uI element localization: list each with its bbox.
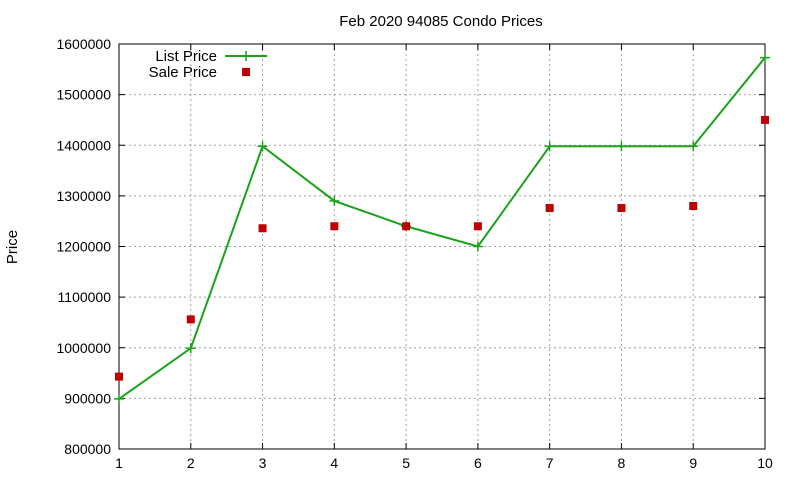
y-tick-label: 1400000 — [56, 137, 111, 153]
x-tick-label: 2 — [187, 455, 195, 471]
sale-price-point — [115, 372, 123, 381]
list-price-point — [257, 141, 268, 152]
sale-price-point — [186, 315, 195, 324]
list-price-point — [472, 241, 483, 252]
y-tick-label: 1300000 — [56, 188, 111, 204]
sale-price-point — [330, 222, 339, 231]
y-tick-label: 1000000 — [56, 340, 111, 356]
y-tick-label: 1100000 — [58, 289, 112, 305]
x-tick-label: 8 — [618, 455, 626, 471]
sale-price-point — [617, 204, 626, 213]
y-axis-label: Price — [4, 230, 21, 264]
sale-price-point — [473, 222, 482, 231]
list-price-point — [544, 141, 555, 152]
x-tick-label: 5 — [402, 455, 410, 471]
chart-title: Feb 2020 94085 Condo Prices — [339, 13, 542, 30]
y-tick-label: 1600000 — [56, 36, 111, 52]
list-price-point — [616, 141, 627, 152]
axes: 800000 900000 1000000 1100000 1200000 1300000… — [56, 36, 773, 471]
y-tick-label: 900000 — [64, 390, 111, 406]
x-tick-label: 6 — [474, 455, 482, 471]
list-price-point — [329, 195, 340, 206]
legend-swatch-marker — [241, 51, 251, 61]
list-price-point — [688, 141, 699, 152]
series-list-price — [114, 52, 770, 404]
sale-price-point — [545, 204, 554, 213]
legend-label: Sale Price — [149, 64, 217, 81]
y-tick-label: 800000 — [64, 441, 111, 457]
x-tick-label: 3 — [259, 455, 267, 471]
y-tick-label: 1500000 — [56, 87, 111, 103]
x-tick-label: 9 — [689, 455, 697, 471]
list-price-point — [760, 52, 770, 63]
x-tick-label: 4 — [330, 455, 338, 471]
x-tick-label: 1 — [115, 455, 123, 471]
grid-lines — [119, 44, 765, 449]
sale-price-point — [258, 224, 267, 233]
sale-price-point — [761, 115, 769, 124]
list-price-point — [185, 343, 196, 354]
legend-label: List Price — [155, 48, 217, 65]
data-series — [114, 52, 770, 404]
series-sale-price — [115, 115, 769, 381]
list-price-point — [114, 393, 124, 404]
sale-price-point — [402, 222, 411, 231]
legend-swatch-marker — [242, 68, 250, 76]
list-price-line — [118, 57, 766, 400]
sale-price-point — [689, 202, 698, 210]
x-tick-label: 7 — [546, 455, 554, 471]
y-tick-label: 1200000 — [56, 239, 111, 255]
x-tick-label: 10 — [757, 455, 773, 471]
